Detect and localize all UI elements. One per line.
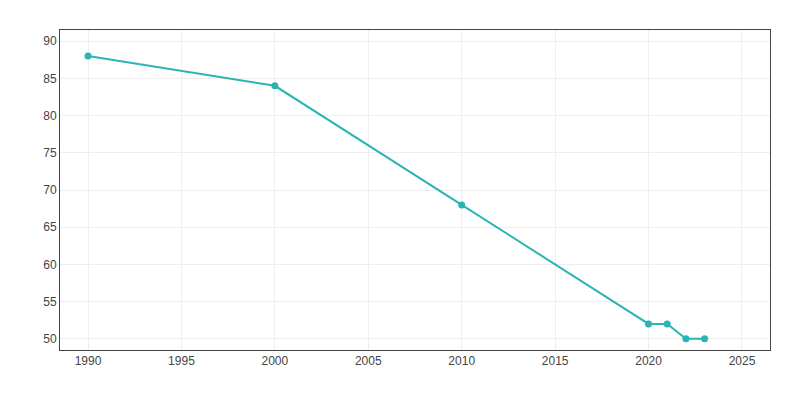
svg-text:85: 85 xyxy=(43,72,57,86)
svg-text:50: 50 xyxy=(43,332,57,346)
svg-text:55: 55 xyxy=(43,295,57,309)
svg-text:1990: 1990 xyxy=(75,354,102,368)
svg-text:80: 80 xyxy=(43,109,57,123)
svg-text:90: 90 xyxy=(43,34,57,48)
svg-text:70: 70 xyxy=(43,183,57,197)
svg-text:2025: 2025 xyxy=(729,354,756,368)
svg-text:75: 75 xyxy=(43,146,57,160)
svg-text:1995: 1995 xyxy=(168,354,195,368)
svg-text:2005: 2005 xyxy=(355,354,382,368)
svg-text:2015: 2015 xyxy=(542,354,569,368)
svg-text:2000: 2000 xyxy=(262,354,289,368)
svg-text:65: 65 xyxy=(43,220,57,234)
svg-text:2010: 2010 xyxy=(448,354,475,368)
svg-text:60: 60 xyxy=(43,258,57,272)
svg-text:2020: 2020 xyxy=(635,354,662,368)
